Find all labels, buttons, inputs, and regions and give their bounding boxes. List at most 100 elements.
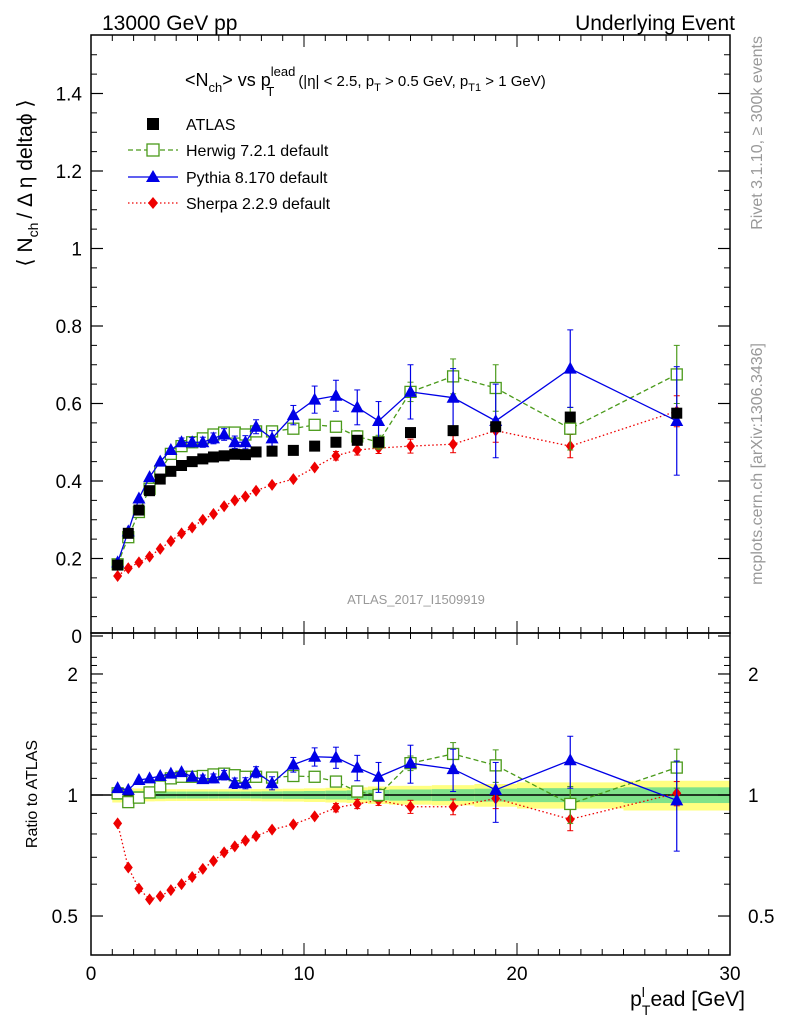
atlas-point: [447, 425, 459, 437]
ratio-y-label: Ratio to ATLAS: [24, 740, 41, 848]
main-ytick-label: 0.8: [56, 317, 82, 338]
ratio-ytick-label-right: 0.5: [748, 907, 774, 928]
ratio-herwig-point: [154, 780, 167, 793]
main-y-label: ⟨ Nch / Δ η deltaϕ ⟩: [14, 99, 41, 266]
ratio-sherpa-point: [230, 840, 240, 853]
sherpa-point: [448, 438, 458, 451]
ratio-sherpa-point: [166, 884, 176, 897]
pythia-point: [350, 400, 364, 413]
sherpa-point: [113, 569, 123, 582]
ratio-sherpa-point: [177, 878, 187, 891]
sherpa-point: [155, 542, 165, 555]
legend-label-herwig: Herwig 7.2.1 default: [186, 143, 329, 160]
sherpa-point: [251, 484, 261, 497]
atlas-point: [564, 411, 576, 423]
ratio-x-axis: 0 10 20 30: [86, 633, 741, 985]
ratio-sherpa-point: [155, 890, 165, 903]
rivet-label: Rivet 3.1.10, ≥ 300k events: [749, 36, 766, 230]
ratio-pythia-point: [121, 782, 135, 795]
pythia-point: [196, 435, 210, 448]
title-sub-ch: ch: [209, 80, 223, 95]
atlas-point: [154, 473, 166, 485]
ratio-pythia-point: [265, 776, 279, 789]
ratio-herwig-point: [132, 791, 146, 804]
pythia-point: [265, 431, 279, 444]
legend-marker-sherpa: [148, 197, 158, 209]
y-label-pre: ⟨ N: [14, 237, 37, 266]
legend-label-sherpa: Sherpa 2.2.9 default: [186, 196, 331, 213]
ratio-pythia-point: [286, 757, 300, 770]
title-part-1: <N: [185, 70, 209, 90]
main-x-ticks: [90, 35, 731, 633]
title-sub-t: T: [266, 84, 274, 99]
main-ytick-label: 0: [71, 627, 82, 648]
ratio-pythia-point: [404, 756, 417, 769]
ratio-pythia-point: [249, 765, 263, 778]
ratio-panel: 0.5 0.5 1 1 2 2 0 10 20 30 Ratio to ATLAS pl Tead…: [24, 632, 774, 1018]
chart-title: <Nch> vs plead T(|η| < 2.5, pT > 0.5 GeV,…: [185, 64, 546, 99]
pythia-point: [286, 408, 300, 421]
atlas-point: [373, 436, 385, 448]
header-right: Underlying Event: [575, 12, 735, 35]
main-ytick-label: 0.2: [56, 550, 82, 571]
ratio-pythia-point: [217, 768, 231, 781]
ratio-pythia-point: [670, 793, 684, 806]
x-axis-label: pl Tead [GeV]: [630, 984, 745, 1018]
main-ytick-label: 1: [71, 240, 82, 261]
ratio-ytick-label-right: 2: [748, 665, 759, 686]
atlas-point: [309, 440, 321, 452]
atlas-point: [250, 446, 262, 458]
sherpa-point: [267, 478, 277, 491]
ratio-pythia-point: [206, 771, 220, 784]
atlas-point: [229, 448, 241, 460]
atlas-point: [122, 527, 134, 539]
ratio-pythia-point: [143, 771, 157, 784]
herwig-point: [329, 420, 343, 433]
pythia-point: [563, 361, 577, 374]
pythia-line: [117, 367, 678, 563]
ratio-pythia-point: [111, 781, 125, 794]
sherpa-point: [240, 490, 250, 503]
ratio-pythia-point: [132, 772, 146, 785]
title-cuts-sub1: T: [374, 82, 381, 94]
main-ytick-label: 1.4: [56, 85, 83, 106]
atlas-point: [330, 436, 342, 448]
y-label-sub: ch: [25, 223, 41, 238]
ratio-sherpa-point: [187, 871, 197, 884]
main-ytick-label: 1.2: [56, 162, 82, 183]
pythia-point: [206, 431, 220, 444]
atlas-point: [405, 427, 416, 439]
ratio-pythia-point: [228, 776, 242, 789]
atlas-point: [176, 460, 188, 471]
main-y-axis: 0 0.2 0.4 0.6 0.8 1 1.2 1.4: [56, 54, 730, 648]
ratio-pythia-point: [308, 749, 322, 762]
x-label-sup: l: [642, 984, 645, 1000]
main-data-layer: [111, 329, 684, 582]
pythia-point: [132, 491, 146, 504]
ratio-ytick-label: 1: [67, 786, 78, 807]
ratio-y-axis: 0.5 0.5 1 1 2 2: [52, 656, 774, 928]
title-cuts-sub2: T1: [468, 82, 481, 94]
ratio-sherpa-line: [116, 792, 677, 901]
ratio-sherpa-point: [331, 801, 341, 814]
herwig-point: [308, 418, 321, 431]
ratio-ytick-label: 0.5: [52, 907, 78, 928]
pythia-point: [217, 427, 231, 440]
atlas-point: [207, 451, 219, 463]
atlas-point: [144, 485, 156, 497]
pythia-point: [164, 443, 178, 455]
ratio-pythia-point: [196, 772, 210, 785]
sherpa-point: [145, 550, 155, 563]
pythia-point: [175, 435, 189, 448]
sherpa-point: [331, 449, 341, 462]
ratio-sherpa-point: [219, 846, 229, 859]
title-sup-lead: lead: [271, 64, 296, 79]
atlas-point: [239, 449, 251, 461]
pythia-point: [249, 419, 263, 432]
ratio-sherpa-point: [448, 800, 458, 813]
pythia-point: [308, 392, 322, 405]
title-cuts-end: > 1 GeV): [481, 73, 546, 90]
ratio-ytick-label: 2: [67, 665, 78, 686]
ratio-sherpa-point: [240, 834, 250, 847]
